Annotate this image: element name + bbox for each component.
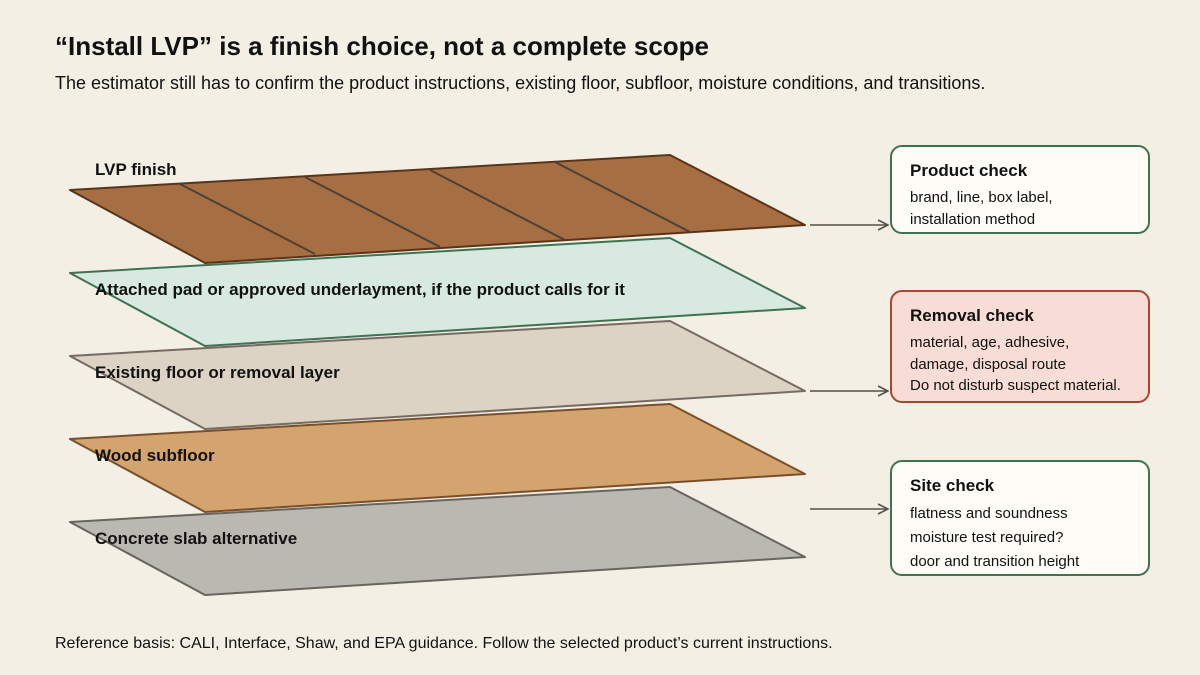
layer-existing-floor: Existing floor or removal layer (69, 320, 806, 430)
wood-subfloor-label: Wood subfloor (95, 446, 215, 465)
page-subtitle: The estimator still has to confirm the p… (55, 73, 986, 93)
site-check-card: Site check flatness and soundness moistu… (890, 460, 1150, 576)
lvp-plank-seam (179, 183, 316, 255)
site-check-title: Site check (910, 476, 995, 495)
underlayment-label: Attached pad or approved underlayment, i… (95, 280, 625, 299)
layer-underlayment: Attached pad or approved underlayment, i… (69, 237, 806, 347)
lvp-finish-label: LVP finish (95, 160, 177, 179)
product-check-line: installation method (910, 210, 1036, 228)
underlayment-sheet (69, 237, 806, 347)
existing-floor-sheet (69, 320, 806, 430)
removal-check-title: Removal check (910, 306, 1034, 325)
product-check-card: Product check brand, line, box label, in… (890, 145, 1150, 234)
product-check-line: brand, line, box label, (910, 189, 1053, 206)
site-check-line: flatness and soundness (910, 505, 1068, 522)
removal-check-warning: Do not disturb suspect material. (910, 377, 1121, 394)
reference-footnote: Reference basis: CALI, Interface, Shaw, … (55, 635, 833, 652)
page-title: “Install LVP” is a finish choice, not a … (55, 31, 710, 61)
layer-concrete-slab: Concrete slab alternative (69, 486, 806, 596)
lvp-plank-seam (429, 169, 566, 241)
layer-wood-subfloor: Wood subfloor (69, 403, 806, 513)
site-check-line: door and transition height (910, 553, 1080, 570)
concrete-slab-label: Concrete slab alternative (95, 529, 297, 548)
product-check-title: Product check (910, 161, 1028, 180)
lvp-plank-seam (554, 161, 691, 233)
wood-subfloor-sheet (69, 403, 806, 513)
removal-check-line: material, age, adhesive, (910, 334, 1070, 351)
lvp-plank-seam (304, 176, 441, 248)
layer-lvp-finish: LVP finish (69, 154, 806, 264)
removal-check-line: damage, disposal route (910, 355, 1066, 373)
site-check-line: moisture test required? (910, 529, 1064, 546)
removal-check-card: Removal check material, age, adhesive, d… (890, 290, 1150, 403)
lvp-finish-sheet (69, 154, 806, 264)
concrete-slab-sheet (69, 486, 806, 596)
existing-floor-label: Existing floor or removal layer (95, 363, 340, 382)
